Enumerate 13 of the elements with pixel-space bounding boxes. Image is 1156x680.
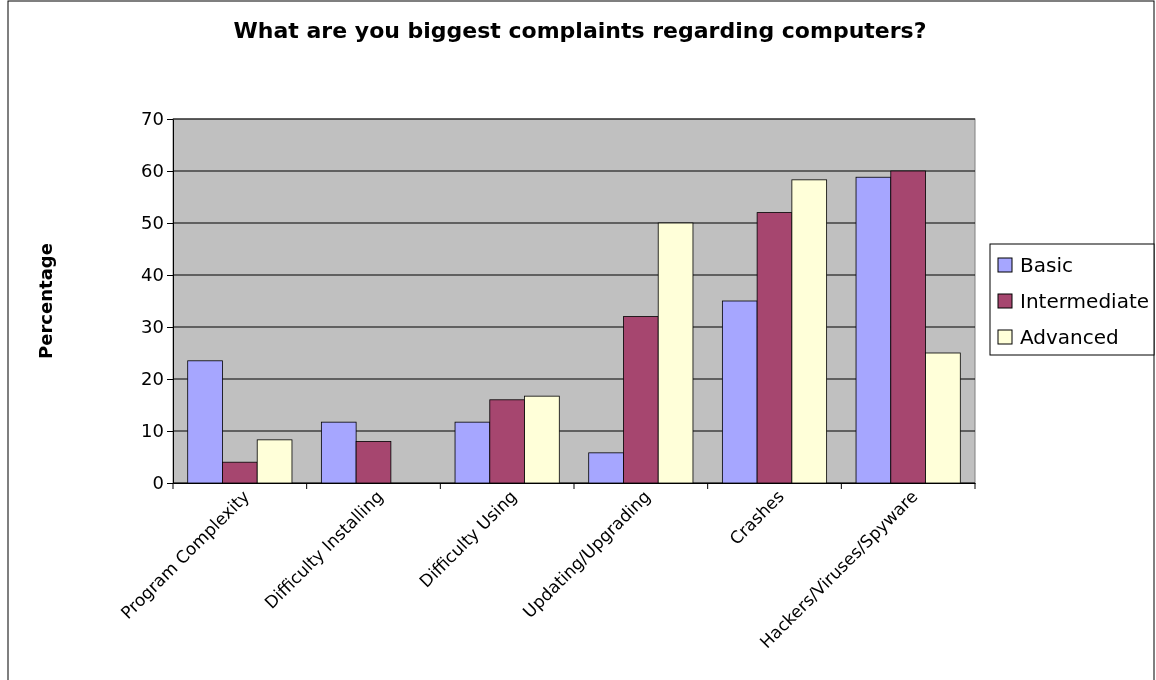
y-tick-label: 70 xyxy=(141,108,164,130)
legend-label: Intermediate xyxy=(1020,289,1150,313)
y-tick-label: 40 xyxy=(141,264,164,286)
legend-label: Advanced xyxy=(1020,325,1119,349)
y-tick-label: 50 xyxy=(141,212,164,234)
y-tick-label: 0 xyxy=(152,472,164,494)
legend-label: Basic xyxy=(1020,253,1073,277)
chart-title: What are you biggest complaints regarding computers? xyxy=(233,18,927,43)
y-tick-label: 60 xyxy=(141,160,164,182)
y-tick-label: 30 xyxy=(141,316,164,338)
y-tick-label: 10 xyxy=(141,420,164,442)
y-axis-title: Percentage xyxy=(35,243,56,359)
y-tick-label: 20 xyxy=(141,368,164,390)
